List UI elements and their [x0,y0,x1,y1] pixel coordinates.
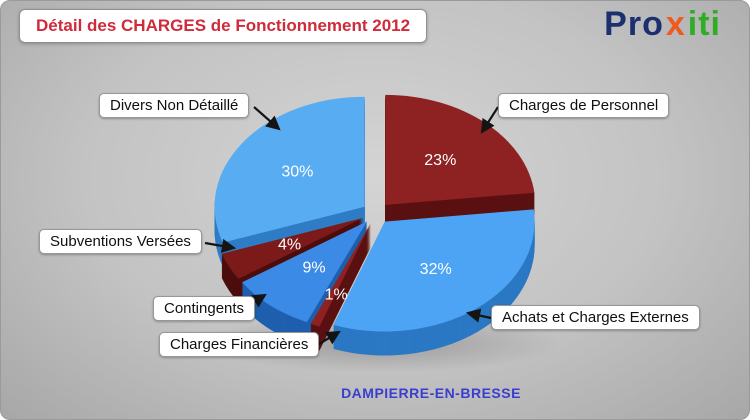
pie-slice-percent: 1% [325,287,348,304]
label-contingents: Contingents [153,296,256,321]
leader-line-divers [253,106,281,131]
pie-slice [310,223,371,327]
label-charges-de-personnel: Charges de Personnel [498,93,670,118]
pie-slice-percent: 23% [424,152,456,169]
leader-line-subventions [204,238,237,253]
leader-line-achats [465,308,492,323]
pie-slice-percent: 32% [420,261,452,278]
pie-slices-group: 23% 32% 1%9%4% 30% [214,94,535,356]
logo-text-iti: iti [687,5,721,43]
logo-text-pro: Pro [604,5,664,43]
pie-slice [385,94,535,205]
location-label: DAMPIERRE-EN-BRESSE [341,385,521,401]
leader-line-personnel [480,106,499,134]
pie-slice [214,96,365,243]
proxiti-logo: Proxiti [604,5,721,44]
pie-slice-percent: 4% [278,237,301,254]
label-achats-charges-externes: Achats et Charges Externes [491,305,700,330]
chart-title: Détail des CHARGES de Fonctionnement 201… [36,16,411,35]
label-subventions-versees: Subventions Versées [39,229,202,254]
pie-slice-percent: 9% [302,260,325,277]
pie-slice [333,209,535,332]
pie-slice-percent: 30% [281,164,313,181]
label-charges-financieres: Charges Financières [159,332,320,357]
label-divers-non-detaille: Divers Non Détaillé [99,93,250,118]
pie-slice [221,217,364,279]
logo-text-x: x [665,5,686,43]
leader-line-financieres [318,330,341,345]
pie-slice [242,221,367,323]
chart-title-box: Détail des CHARGES de Fonctionnement 201… [19,9,428,43]
